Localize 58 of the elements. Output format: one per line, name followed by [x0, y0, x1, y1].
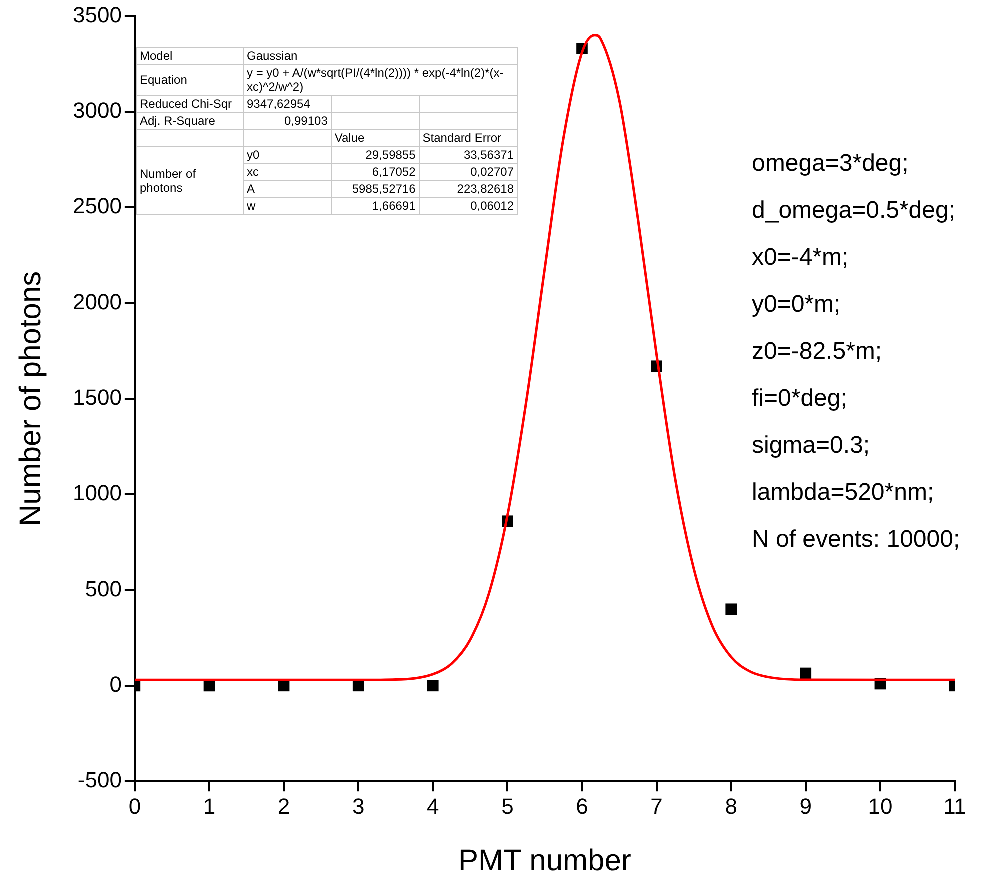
x-tick-label: 5	[502, 794, 514, 819]
annotation: 0,99103	[244, 112, 332, 130]
annotation: 0,06012	[419, 198, 518, 214]
annotation: w	[244, 198, 332, 214]
y-tick-label: 2000	[72, 289, 122, 314]
y-axis-title: Number of photons	[14, 271, 48, 526]
annotation: d_omega=0.5*deg;	[752, 196, 957, 226]
x-tick-label: 7	[650, 794, 663, 819]
annotation: omega=3*deg;	[752, 149, 910, 179]
x-axis-title: PMT number	[458, 844, 632, 878]
x-tick-label: 3	[352, 794, 365, 819]
annotation: y = y0 + A/(w*sqrt(PI/(4*ln(2)))) * exp(-4*ln(2)*(x-xc)^2/w^2)	[244, 64, 518, 96]
x-tick-label: 10	[868, 794, 893, 819]
x-tick-label: 11	[944, 794, 966, 819]
annotation: xc	[244, 164, 332, 180]
annotation: x0=-4*m;	[752, 243, 850, 273]
y-tick-label: 1500	[72, 384, 122, 410]
annotation: 1,66691	[331, 198, 420, 214]
annotation: 223,82618	[419, 180, 518, 198]
y-tick-label: 2500	[72, 194, 122, 219]
annotation: Gaussian	[244, 48, 518, 64]
annotation: Number of photons	[136, 146, 244, 214]
annotation: 29,59855	[331, 146, 420, 164]
annotation: 0,02707	[419, 164, 518, 180]
y-tick-label: -500	[78, 768, 122, 793]
annotation: sigma=0.3;	[752, 431, 872, 461]
annotation: N of events: 10000;	[752, 525, 960, 555]
x-tick-label: 6	[576, 794, 588, 819]
annotation: Equation	[136, 64, 244, 96]
point	[800, 668, 812, 680]
y-tick-label: 3500	[72, 2, 122, 28]
annotation: Adj. R-Square	[136, 112, 244, 130]
annotation: lambda=520*nm;	[752, 478, 936, 508]
x-tick-label: 1	[203, 794, 216, 819]
y-tick-label: 0	[110, 672, 122, 697]
annotation: 33,56371	[419, 146, 518, 164]
annotation: Reduced Chi-Sqr	[136, 96, 244, 112]
annotation: y0	[244, 146, 332, 164]
annotation: z0=-82.5*m;	[752, 337, 884, 367]
annotation: y0=0*m;	[752, 290, 842, 320]
y-tick-label: 500	[85, 576, 122, 602]
x-tick-label: 0	[128, 794, 142, 819]
x-tick-label: 2	[278, 794, 290, 819]
annotation: 6,17052	[331, 164, 420, 180]
point	[427, 680, 439, 692]
annotation: 9347,62954	[244, 96, 332, 112]
annotation: Value	[331, 130, 420, 146]
annotation: Model	[136, 48, 244, 64]
x-tick-label: 9	[800, 794, 812, 819]
point	[726, 604, 738, 616]
annotation: Standard Error	[419, 130, 518, 146]
x-tick-label: 8	[725, 794, 738, 819]
annotation: 5985,52716	[331, 180, 420, 198]
annotation: fi=0*deg;	[752, 384, 848, 414]
y-tick-label: 3000	[72, 98, 122, 123]
y-tick-label: 1000	[72, 480, 122, 506]
x-tick-label: 4	[427, 794, 440, 819]
annotation: A	[244, 180, 332, 198]
